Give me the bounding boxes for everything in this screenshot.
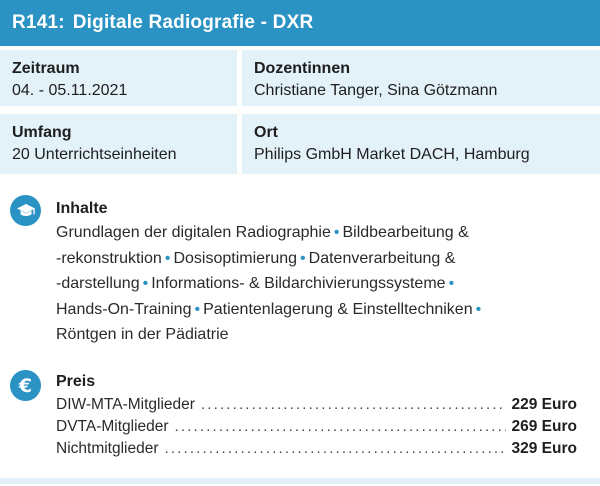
inhalte-item: -rekonstruktion	[56, 249, 162, 267]
inhalte-item: Patientenlagerung & Einstelltechniken	[203, 300, 473, 318]
inhalte-line: Grundlagen der digitalen Radiographie • Bi…	[56, 220, 596, 246]
inhalte-line: -darstellung • Informations- & Bildarchivi…	[56, 271, 596, 297]
price-row-name: DIW-MTA-Mitglieder	[56, 396, 195, 413]
dozentinnen-label: Dozentinnen	[254, 60, 350, 77]
zeitraum-label: Zeitraum	[12, 60, 80, 77]
course-title: Digitale Radiografie - DXR	[72, 12, 314, 33]
graduation-cap-icon	[10, 195, 41, 226]
umfang-label: Umfang	[12, 124, 72, 141]
price-row-value: 269 Euro	[511, 418, 577, 435]
dozentinnen-value: Christiane Tanger, Sina Götzmann	[254, 82, 498, 99]
dot-leader	[201, 396, 506, 413]
inhalte-list: Grundlagen der digitalen Radiographie • Bi…	[56, 220, 596, 348]
bullet-separator: •	[475, 300, 482, 318]
inhalte-item: Informations- & Bildarchivierungssysteme	[151, 275, 446, 292]
info-zeitraum: Zeitraum 04. - 05.11.2021	[0, 50, 237, 106]
info-umfang: Umfang 20 Unterrichtseinheiten	[0, 114, 237, 174]
inhalte-item: Röntgen in der Pädiatrie	[56, 326, 229, 343]
bullet-separator: •	[300, 249, 306, 267]
inhalte-line: -rekonstruktion • Dosisoptimierung • Datenve…	[56, 246, 596, 272]
price-row-name: Nichtmitglieder	[56, 440, 159, 457]
preis-title: Preis	[56, 373, 96, 390]
price-row-name: DVTA-Mitglieder	[56, 418, 169, 435]
course-header: R141: Digitale Radiografie - DXR	[0, 0, 600, 46]
bullet-separator: •	[164, 249, 171, 267]
ort-value: Philips GmbH Market DACH, Hamburg	[254, 146, 530, 163]
inhalte-item: Dosisoptimierung	[173, 249, 298, 267]
bullet-separator: •	[194, 300, 201, 318]
inhalte-item: Grundlagen der digitalen Radiographie	[56, 224, 331, 241]
dot-leader	[165, 440, 506, 457]
price-row: DVTA-Mitglieder 269 Euro	[56, 418, 577, 440]
price-row: Nichtmitglieder 329 Euro	[56, 440, 577, 462]
inhalte-item: Hands-On-Training	[56, 300, 192, 318]
dot-leader	[175, 418, 506, 435]
zeitraum-value: 04. - 05.11.2021	[12, 82, 128, 99]
price-row-value: 229 Euro	[511, 396, 577, 413]
inhalte-title: Inhalte	[56, 200, 108, 217]
ort-label: Ort	[254, 124, 278, 141]
inhalte-item: -darstellung	[56, 275, 140, 292]
inhalte-line: Röntgen in der Pädiatrie	[56, 322, 596, 348]
bullet-separator: •	[333, 224, 340, 241]
euro-icon: €	[10, 370, 41, 401]
info-ort: Ort Philips GmbH Market DACH, Hamburg	[242, 114, 600, 174]
inhalte-item: Bildbearbeitung &	[342, 224, 469, 241]
price-list: DIW-MTA-Mitglieder 229 Euro DVTA-Mitglie…	[56, 396, 577, 462]
course-code: R141:	[12, 12, 65, 33]
bullet-separator: •	[142, 275, 149, 292]
bottom-divider	[0, 478, 600, 484]
price-row: DIW-MTA-Mitglieder 229 Euro	[56, 396, 577, 418]
bullet-separator: •	[448, 275, 455, 292]
info-dozentinnen: Dozentinnen Christiane Tanger, Sina Götz…	[242, 50, 600, 106]
inhalte-line: Hands-On-Training • Patientenlagerung & Ei…	[56, 297, 596, 323]
price-row-value: 329 Euro	[511, 440, 577, 457]
inhalte-item: Datenverarbeitung &	[308, 249, 456, 267]
umfang-value: 20 Unterrichtseinheiten	[12, 146, 177, 163]
